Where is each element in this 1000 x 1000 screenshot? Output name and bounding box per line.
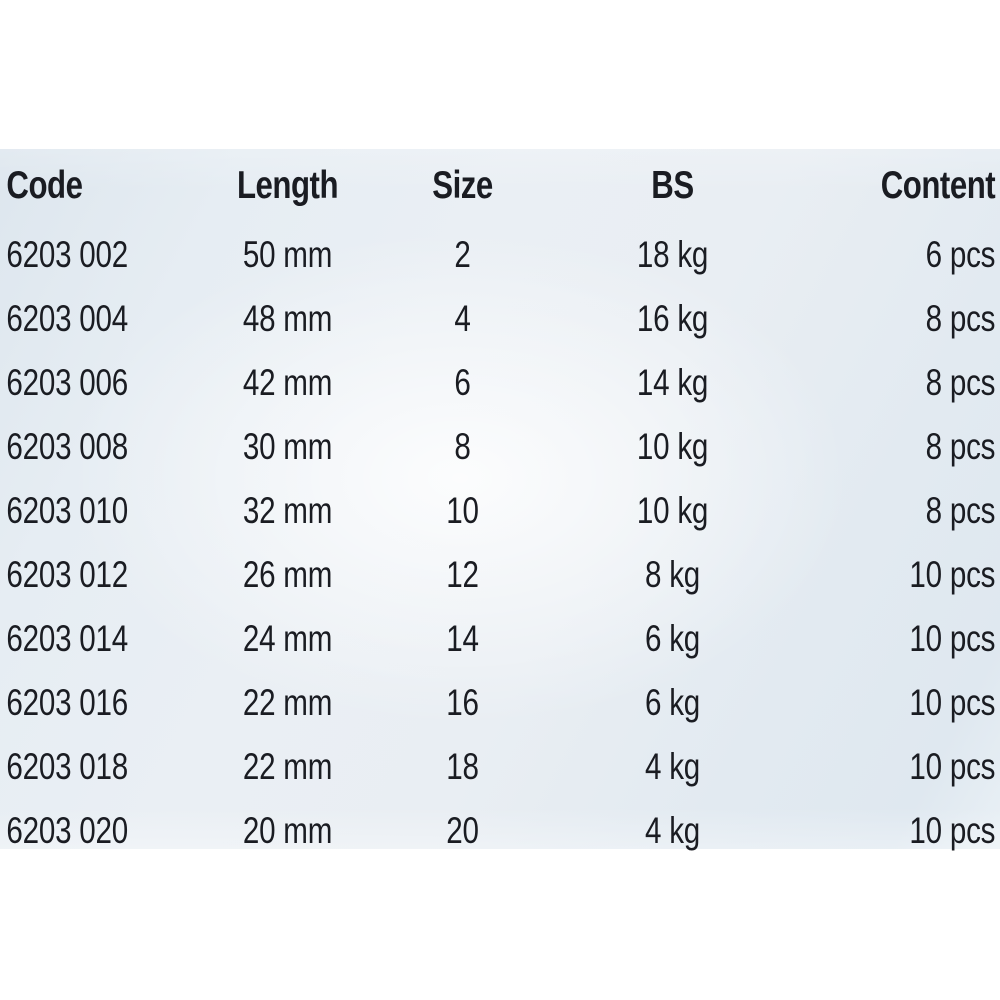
cell-code: 6203 004 — [6, 298, 128, 339]
cell-length: 30 mm — [242, 426, 333, 467]
cell-size: 10 — [446, 490, 479, 531]
cell-length: 48 mm — [242, 298, 333, 339]
cell-code: 6203 008 — [6, 426, 128, 467]
table-row: 6203 014 24 mm 14 6 kg 10 pcs — [0, 607, 1000, 671]
column-header-length: Length — [236, 164, 339, 207]
table-body: 6203 002 50 mm 2 18 kg 6 pcs 6203 004 48 mm 4 16… — [0, 223, 1000, 863]
cell-length: 26 mm — [242, 554, 333, 595]
cell-content: 10 pcs — [909, 554, 996, 595]
table-background-panel — [0, 149, 1000, 849]
table-row: 6203 010 32 mm 10 10 kg 8 pcs — [0, 479, 1000, 543]
cell-size: 18 — [446, 746, 479, 787]
cell-length: 22 mm — [242, 746, 333, 787]
cell-bs: 4 kg — [645, 810, 700, 851]
table-row: 6203 004 48 mm 4 16 kg 8 pcs — [0, 287, 1000, 351]
cell-content: 8 pcs — [925, 362, 996, 403]
cell-code: 6203 002 — [6, 234, 128, 275]
table-row: 6203 002 50 mm 2 18 kg 6 pcs — [0, 223, 1000, 287]
cell-code: 6203 016 — [6, 682, 128, 723]
table-header: Code Length Size BS Content — [0, 149, 1000, 223]
table-row: 6203 012 26 mm 12 8 kg 10 pcs — [0, 543, 1000, 607]
table-row: 6203 016 22 mm 16 6 kg 10 pcs — [0, 671, 1000, 735]
cell-content: 8 pcs — [925, 298, 996, 339]
cell-bs: 10 kg — [636, 490, 709, 531]
cell-bs: 18 kg — [636, 234, 709, 275]
cell-size: 8 — [454, 426, 471, 467]
cell-code: 6203 014 — [6, 618, 128, 659]
cell-content: 8 pcs — [925, 490, 996, 531]
table-row: 6203 008 30 mm 8 10 kg 8 pcs — [0, 415, 1000, 479]
cell-bs: 8 kg — [645, 554, 700, 595]
column-header-code: Code — [6, 164, 83, 207]
cell-size: 16 — [446, 682, 479, 723]
cell-length: 24 mm — [242, 618, 333, 659]
table-header-row: Code Length Size BS Content — [0, 149, 1000, 223]
cell-content: 8 pcs — [925, 426, 996, 467]
cell-content: 10 pcs — [909, 682, 996, 723]
cell-bs: 4 kg — [645, 746, 700, 787]
table-row: 6203 006 42 mm 6 14 kg 8 pcs — [0, 351, 1000, 415]
cell-size: 14 — [446, 618, 479, 659]
table-row: 6203 018 22 mm 18 4 kg 10 pcs — [0, 735, 1000, 799]
cell-code: 6203 010 — [6, 490, 128, 531]
cell-code: 6203 018 — [6, 746, 128, 787]
cell-bs: 10 kg — [636, 426, 709, 467]
cell-bs: 16 kg — [636, 298, 709, 339]
cell-bs: 6 kg — [645, 618, 700, 659]
cell-size: 20 — [446, 810, 479, 851]
cell-length: 50 mm — [242, 234, 333, 275]
product-specification-table: Code Length Size BS Content 6203 002 50 m… — [0, 149, 1000, 863]
table-row: 6203 020 20 mm 20 4 kg 10 pcs — [0, 799, 1000, 863]
cell-content: 10 pcs — [909, 618, 996, 659]
cell-code: 6203 012 — [6, 554, 128, 595]
cell-content: 6 pcs — [925, 234, 996, 275]
cell-size: 12 — [446, 554, 479, 595]
column-header-size: Size — [432, 164, 493, 207]
cell-code: 6203 020 — [6, 810, 128, 851]
cell-length: 32 mm — [242, 490, 333, 531]
cell-size: 6 — [454, 362, 471, 403]
spec-table-container: Code Length Size BS Content 6203 002 50 m… — [0, 149, 1000, 851]
cell-length: 42 mm — [242, 362, 333, 403]
cell-size: 4 — [454, 298, 471, 339]
column-header-bs: BS — [651, 164, 694, 207]
cell-content: 10 pcs — [909, 746, 996, 787]
column-header-content: Content — [880, 164, 996, 207]
cell-bs: 6 kg — [645, 682, 700, 723]
cell-length: 22 mm — [242, 682, 333, 723]
cell-code: 6203 006 — [6, 362, 128, 403]
cell-length: 20 mm — [242, 810, 333, 851]
cell-content: 10 pcs — [909, 810, 996, 851]
cell-bs: 14 kg — [636, 362, 709, 403]
cell-size: 2 — [454, 234, 471, 275]
